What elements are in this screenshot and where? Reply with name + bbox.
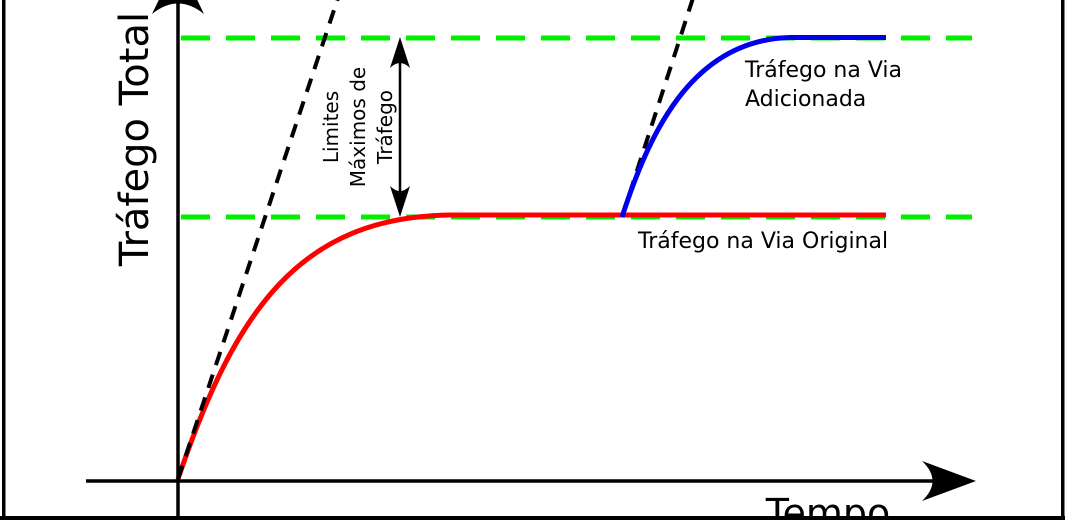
initial-growth-tangent-added bbox=[620, 0, 695, 218]
added-traffic-curve bbox=[619, 35, 886, 218]
initial-growth-tangent-original bbox=[176, 0, 340, 480]
frame-border-right bbox=[1061, 0, 1065, 520]
y-axis-arrowhead-icon bbox=[152, 0, 204, 14]
added-traffic-label: Tráfego na Via Adicionada bbox=[744, 58, 902, 112]
y-axis-label: Tráfego Total bbox=[112, 12, 158, 267]
added-traffic-label-line1: Tráfego na Via bbox=[744, 58, 902, 83]
limits-label: Limites Máximos de Tráfego bbox=[319, 67, 397, 187]
limits-range-arrowhead-down-icon bbox=[390, 186, 410, 217]
frame-border-bottom bbox=[0, 516, 1065, 520]
limits-label-line3: Tráfego bbox=[373, 90, 397, 165]
x-axis-label: Tempo bbox=[765, 491, 891, 520]
limits-range-arrowhead-up-icon bbox=[390, 37, 410, 68]
added-traffic-label-line2: Adicionada bbox=[745, 87, 866, 112]
limits-range-arrow bbox=[390, 37, 410, 217]
x-axis-arrowhead-icon bbox=[922, 461, 976, 501]
limits-label-line2: Máximos de bbox=[346, 67, 370, 187]
limits-label-line1: Limites bbox=[319, 91, 343, 163]
original-traffic-curve bbox=[175, 212, 886, 480]
frame-border-left bbox=[2, 0, 6, 520]
original-traffic-label: Tráfego na Via Original bbox=[637, 229, 888, 254]
